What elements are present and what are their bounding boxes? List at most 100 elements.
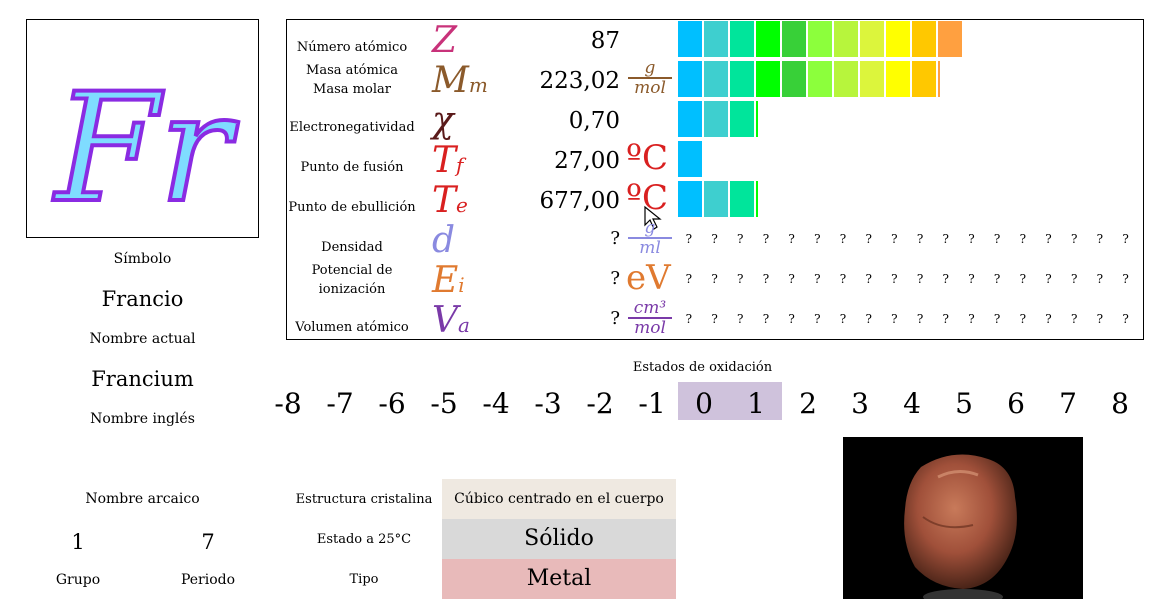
unknown-mark: ?: [968, 272, 975, 286]
state-label: Estado a 25°C: [316, 532, 412, 547]
unknown-mark: ?: [1122, 232, 1129, 246]
property-bar: [678, 21, 964, 57]
properties-panel: [286, 19, 1144, 340]
unknown-mark: ?: [942, 272, 949, 286]
property-value: ?: [610, 308, 620, 329]
property-symbol: Tf: [432, 140, 464, 181]
property-value: 677,00: [539, 188, 620, 214]
unknown-mark: ?: [762, 312, 770, 326]
bar-segment: [782, 21, 806, 57]
unknown-mark: ?: [1045, 232, 1052, 246]
bar-segment: [912, 21, 936, 57]
unknown-mark: ?: [1070, 232, 1078, 246]
bar-segment: [860, 21, 884, 57]
unknown-mark: ?: [891, 232, 898, 246]
bar-tick: [756, 181, 758, 217]
bar-segment: [704, 21, 728, 57]
oxidation-state: -3: [534, 387, 562, 420]
property-value: 223,02: [539, 68, 620, 94]
unknown-mark: ?: [993, 272, 1001, 286]
unknown-mark: ?: [1019, 232, 1026, 246]
property-unit-fraction: cm³ mol: [628, 299, 672, 337]
unknown-mark: ?: [711, 312, 718, 326]
group-label: Grupo: [55, 572, 101, 588]
bar-segment: [730, 181, 754, 217]
unknown-mark: ?: [993, 232, 1001, 246]
property-symbol: d: [432, 220, 456, 261]
bar-tick: [756, 101, 758, 137]
unknown-mark: ?: [839, 232, 847, 246]
unknown-mark: ?: [1045, 312, 1052, 326]
unknown-mark: ?: [762, 272, 770, 286]
unknown-mark: ?: [942, 312, 949, 326]
crystal-structure-value: Cúbico centrado en el cuerpo: [442, 479, 676, 519]
unknown-mark: ?: [1019, 272, 1026, 286]
unknown-mark: ?: [916, 312, 924, 326]
property-symbol: Va: [432, 300, 470, 341]
crystal-structure-label: Estructura cristalina: [295, 492, 433, 507]
property-label: Densidad: [321, 240, 383, 255]
symbol-label: Símbolo: [113, 251, 172, 267]
property-bar: [678, 61, 940, 97]
unknown-mark: ?: [711, 232, 718, 246]
period-value: 7: [201, 530, 215, 554]
oxidation-state: 2: [799, 387, 817, 420]
property-symbol: Ei: [432, 260, 465, 301]
property-label: Número atómico: [296, 40, 408, 55]
unknown-mark: ?: [891, 312, 898, 326]
property-label: Punto de ebullición: [288, 200, 416, 215]
unknown-scale-row: ??????????????????: [676, 272, 1138, 286]
unknown-mark: ?: [1045, 272, 1052, 286]
property-label: Electronegatividad: [289, 120, 415, 135]
unknown-mark: ?: [685, 272, 693, 286]
oxidation-states-row: -8 -7 -6 -5 -4 -3 -2 -1 0 1 2 3 4 5 6 7 8: [262, 382, 1146, 420]
unknown-mark: ?: [968, 312, 975, 326]
bar-segment: [808, 61, 832, 97]
unknown-mark: ?: [737, 232, 744, 246]
oxidation-state: 3: [851, 387, 869, 420]
property-value: ?: [610, 228, 620, 249]
bar-segment: [730, 61, 754, 97]
name-label: Nombre actual: [89, 331, 196, 347]
bar-segment: [730, 101, 754, 137]
unknown-mark: ?: [814, 232, 821, 246]
property-symbol: Te: [432, 180, 468, 221]
unknown-mark: ?: [788, 272, 795, 286]
element-symbol-box: Fr: [26, 19, 259, 238]
property-label: Masa atómica Masa molar: [306, 63, 398, 97]
period-label: Periodo: [180, 572, 236, 588]
unknown-scale-row: ??????????????????: [676, 312, 1138, 326]
english-name: Francium: [91, 367, 194, 391]
type-value: Metal: [442, 559, 676, 599]
bar-segment: [834, 21, 858, 57]
property-label: Potencial de ionización: [311, 263, 393, 297]
bar-segment: [678, 21, 702, 57]
oxidation-title: Estados de oxidación: [632, 360, 773, 375]
element-symbol-text: Fr: [52, 62, 239, 236]
unknown-mark: ?: [737, 272, 744, 286]
unknown-mark: ?: [942, 232, 949, 246]
unknown-mark: ?: [968, 232, 975, 246]
bar-segment: [678, 141, 702, 177]
property-value: ?: [610, 268, 620, 289]
group-value: 1: [71, 530, 85, 554]
property-unit: eV: [626, 258, 671, 298]
unknown-mark: ?: [685, 312, 693, 326]
english-label: Nombre inglés: [90, 411, 195, 427]
unknown-mark: ?: [1122, 312, 1129, 326]
unknown-mark: ?: [1122, 272, 1129, 286]
unknown-mark: ?: [865, 312, 872, 326]
property-symbol: Mm: [432, 60, 488, 101]
bar-segment: [834, 61, 858, 97]
property-symbol: Z: [432, 20, 458, 61]
property-unit-fraction: g mol: [628, 59, 672, 97]
state-value: Sólido: [442, 519, 676, 559]
element-symbol-graphic: Fr: [50, 60, 241, 238]
bar-segment: [886, 21, 910, 57]
oxidation-state: 1: [730, 382, 782, 420]
unknown-mark: ?: [685, 232, 693, 246]
bar-segment: [704, 181, 728, 217]
bar-segment: [938, 21, 962, 57]
unknown-mark: ?: [1096, 232, 1104, 246]
unknown-mark: ?: [839, 312, 847, 326]
